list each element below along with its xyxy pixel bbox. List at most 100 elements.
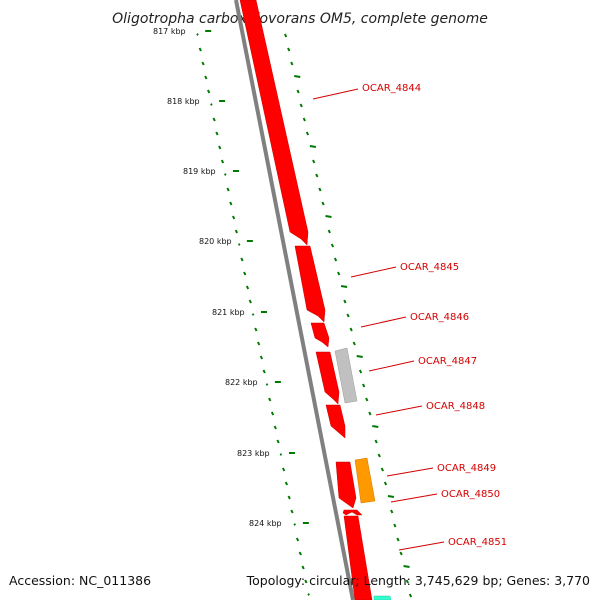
- minor-tick: [346, 313, 350, 318]
- minor-tick: [377, 453, 381, 458]
- gene-label[interactable]: OCAR_4851: [448, 537, 507, 548]
- minor-tick: [318, 187, 322, 192]
- gene-teal-block[interactable]: [373, 595, 392, 600]
- gene-label[interactable]: OCAR_4845: [400, 262, 459, 273]
- gene-label[interactable]: OCAR_4848: [426, 401, 485, 412]
- minor-tick: [399, 551, 403, 556]
- minor-tick: [295, 537, 300, 542]
- gene-labels: OCAR_4844 OCAR_4845 OCAR_4846 OCAR_4847 OCAR…: [312, 83, 507, 551]
- minor-tick: [273, 425, 277, 430]
- minor-tick: [352, 341, 356, 346]
- minor-tick: [212, 117, 216, 122]
- major-tick: [356, 355, 363, 358]
- major-tick: [293, 523, 297, 526]
- minor-tick: [312, 159, 316, 164]
- minor-tick: [215, 131, 219, 136]
- minor-tick: [302, 117, 306, 122]
- minor-tick: [207, 89, 211, 94]
- minor-tick: [262, 369, 266, 374]
- minor-tick: [368, 411, 372, 416]
- gene-leader-line: [350, 266, 397, 278]
- minor-tick: [287, 47, 291, 52]
- gene-ocar-4851-arrow[interactable]: [343, 515, 373, 600]
- accession-text: Accession: NC_011386: [9, 573, 152, 588]
- minor-tick: [290, 61, 294, 66]
- minor-tick: [374, 439, 378, 444]
- minor-tick: [229, 201, 233, 206]
- tick-label: 823 kbp: [237, 449, 270, 458]
- minor-tick: [243, 271, 247, 276]
- minor-tick: [390, 509, 394, 514]
- major-tick: [251, 313, 255, 316]
- minor-tick: [276, 439, 280, 444]
- gene-ocar-4848-arrow[interactable]: [325, 404, 346, 439]
- gene-gray-block[interactable]: [334, 347, 358, 404]
- tick-label: 822 kbp: [225, 378, 258, 387]
- minor-tick: [204, 75, 208, 80]
- minor-tick: [218, 145, 222, 150]
- major-tick: [307, 593, 310, 596]
- minor-tick: [330, 243, 335, 248]
- tick-label: 819 kbp: [183, 167, 216, 176]
- major-tick: [340, 285, 348, 288]
- genome-backbone: [234, 0, 355, 600]
- major-tick: [265, 383, 269, 386]
- tick-label: 817 kbp: [153, 27, 186, 36]
- gene-label[interactable]: OCAR_4844: [362, 83, 421, 94]
- major-tick: [294, 75, 301, 78]
- tick-labels: 817 kbp 818 kbp 819 kbp 820 kbp 821 kbp 822 k…: [153, 27, 309, 528]
- major-tick: [372, 425, 379, 428]
- gene-orange-block[interactable]: [354, 457, 376, 504]
- minor-tick: [298, 551, 302, 556]
- minor-tick: [270, 411, 275, 416]
- major-tick: [387, 495, 395, 498]
- gene-ocar-4847-arrow[interactable]: [315, 351, 340, 405]
- left-tick-track: [196, 33, 310, 596]
- minor-tick: [408, 593, 413, 598]
- gene-ocar-4845-arrow[interactable]: [294, 245, 326, 323]
- minor-tick: [315, 173, 319, 178]
- minor-tick: [245, 285, 250, 290]
- gene-label[interactable]: OCAR_4846: [410, 312, 469, 323]
- gene-ocar-4849-arrow[interactable]: [335, 461, 357, 509]
- tick-label: 818 kbp: [167, 97, 200, 106]
- minor-tick: [304, 579, 308, 584]
- gene-label[interactable]: OCAR_4849: [437, 463, 496, 474]
- minor-tick: [405, 579, 409, 584]
- gene-ocar-4846-arrow[interactable]: [310, 322, 330, 348]
- major-tick: [210, 103, 213, 106]
- minor-tick: [268, 397, 272, 402]
- gene-leader-line: [375, 405, 423, 416]
- minor-tick: [301, 565, 305, 570]
- major-tick: [309, 145, 317, 148]
- major-tick: [224, 173, 227, 176]
- right-tick-track: [283, 33, 413, 598]
- minor-tick: [321, 201, 325, 206]
- gene-ocar-4850-arrow[interactable]: [342, 509, 363, 516]
- topology-text: Topology: circular; Length: 3,745,629 bp…: [246, 573, 590, 588]
- minor-tick: [248, 299, 252, 304]
- minor-tick: [296, 89, 300, 94]
- major-tick: [403, 565, 410, 568]
- minor-tick: [358, 369, 363, 374]
- minor-tick: [232, 215, 236, 220]
- gene-leader-line: [398, 541, 445, 551]
- minor-tick: [290, 509, 294, 514]
- major-tick: [325, 215, 332, 218]
- minor-tick: [383, 481, 388, 486]
- minor-tick: [282, 467, 286, 472]
- minor-tick: [226, 187, 230, 192]
- minor-tick: [299, 103, 303, 108]
- tick-label: 821 kbp: [212, 308, 245, 317]
- gene-label[interactable]: OCAR_4847: [418, 356, 477, 367]
- gene-leader-line: [368, 360, 415, 372]
- tick-label: 820 kbp: [199, 237, 232, 246]
- gene-ocar-4844-arrow[interactable]: [239, 0, 309, 246]
- minor-tick: [287, 495, 291, 500]
- minor-tick: [343, 299, 347, 304]
- minor-tick: [337, 271, 341, 276]
- minor-tick: [240, 257, 244, 262]
- gene-label[interactable]: OCAR_4850: [441, 489, 500, 500]
- minor-tick: [283, 33, 288, 38]
